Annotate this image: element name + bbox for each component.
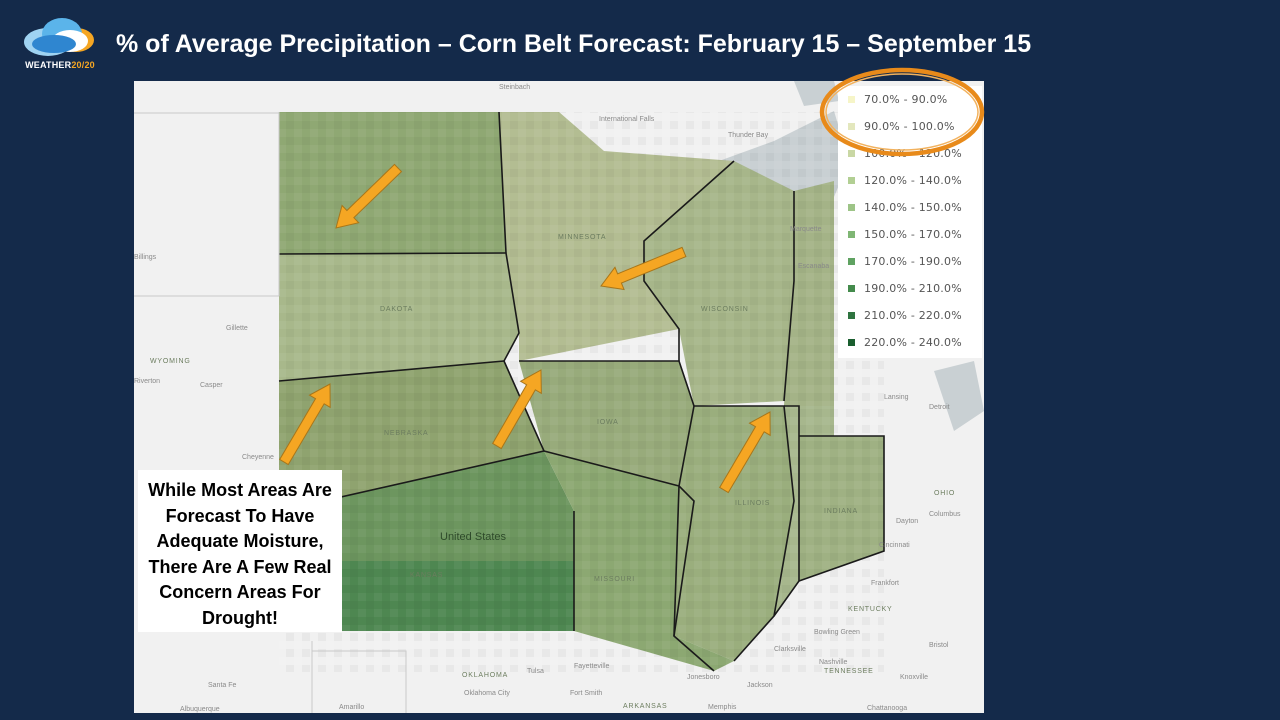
place-international-falls: International Falls: [599, 116, 655, 123]
place-riverton: Riverton: [134, 378, 160, 385]
header: WEATHER20/20 % of Average Precipitation …: [0, 0, 1280, 80]
place-knoxville: Knoxville: [900, 674, 928, 681]
place-jackson: Jackson: [747, 682, 773, 689]
legend-label: 140.0% - 150.0%: [864, 201, 962, 214]
state-label-wisconsin: WISCONSIN: [701, 306, 749, 313]
page-title: % of Average Precipitation – Corn Belt F…: [116, 30, 1032, 58]
legend-item: 190.0% - 210.0%: [838, 275, 982, 302]
state-label-minnesota: MINNESOTA: [558, 234, 606, 241]
legend-label: 120.0% - 140.0%: [864, 174, 962, 187]
weather-2020-logo: WEATHER20/20: [18, 14, 102, 70]
legend-swatch: [848, 339, 855, 346]
place-lansing: Lansing: [884, 394, 909, 401]
state-labels: WYOMING NEBRASKA IOWA ILLINOIS OHIO INDI…: [150, 234, 955, 710]
state-label-missouri: MISSOURI: [594, 576, 635, 583]
legend-item: 90.0% - 100.0%: [838, 113, 982, 140]
logo-text: WEATHER20/20: [25, 60, 95, 70]
place-santa-fe: Santa Fe: [208, 682, 237, 689]
place-gillette: Gillette: [226, 325, 248, 332]
legend-item: 220.0% - 240.0%: [838, 329, 982, 356]
place-bristol: Bristol: [929, 642, 949, 649]
state-label-illinois: ILLINOIS: [735, 500, 770, 507]
state-label-iowa: IOWA: [597, 419, 619, 426]
place-detroit: Detroit: [929, 404, 950, 411]
place-cincinnati: Cincinnati: [879, 542, 910, 549]
state-label-nebraska: NEBRASKA: [384, 430, 429, 437]
legend-swatch: [848, 123, 855, 130]
place-fayetteville: Fayetteville: [574, 663, 610, 670]
legend-label: 210.0% - 220.0%: [864, 309, 962, 322]
legend-item: 140.0% - 150.0%: [838, 194, 982, 221]
cloud-icon: [24, 18, 94, 56]
legend-swatch: [848, 204, 855, 211]
legend-swatch: [848, 96, 855, 103]
legend-item: 210.0% - 220.0%: [838, 302, 982, 329]
place-fort-smith: Fort Smith: [570, 690, 602, 697]
state-label-kansas: KANSAS: [410, 572, 443, 579]
place-jonesboro: Jonesboro: [687, 674, 720, 681]
legend-item: 120.0% - 140.0%: [838, 167, 982, 194]
legend-swatch: [848, 231, 855, 238]
state-label-oklahoma: OKLAHOMA: [462, 672, 508, 679]
state-label-indiana: INDIANA: [824, 508, 858, 515]
legend-item: 70.0% - 90.0%: [838, 86, 982, 113]
legend-item: 150.0% - 170.0%: [838, 221, 982, 248]
place-columbus: Columbus: [929, 511, 961, 518]
legend-label: 150.0% - 170.0%: [864, 228, 962, 241]
place-frankfort: Frankfort: [871, 580, 899, 587]
drought-callout: While Most Areas Are Forecast To Have Ad…: [138, 470, 342, 632]
place-clarksville: Clarksville: [774, 646, 806, 653]
lake-nipigon: [794, 81, 839, 106]
legend-swatch: [848, 177, 855, 184]
place-escanaba: Escanaba: [798, 263, 829, 270]
place-dayton: Dayton: [896, 518, 918, 525]
place-memphis: Memphis: [708, 704, 737, 711]
legend-swatch: [848, 312, 855, 319]
legend-swatch: [848, 150, 855, 157]
state-label-ohio: OHIO: [934, 490, 955, 497]
place-nashville: Nashville: [819, 659, 848, 666]
legend-label: 170.0% - 190.0%: [864, 255, 962, 268]
state-label-tennessee: TENNESSEE: [824, 668, 874, 675]
legend-label: 90.0% - 100.0%: [864, 120, 955, 133]
lake-erie: [934, 361, 984, 431]
place-marquette: Marquette: [790, 226, 822, 233]
legend-label: 220.0% - 240.0%: [864, 336, 962, 349]
place-chattanooga: Chattanooga: [867, 705, 907, 712]
place-billings: Billings: [134, 254, 157, 261]
state-label-arkansas: ARKANSAS: [623, 703, 668, 710]
country-label: United States: [440, 531, 507, 543]
state-label-wyoming: WYOMING: [150, 358, 191, 365]
legend-item: 170.0% - 190.0%: [838, 248, 982, 275]
place-bowling-green: Bowling Green: [814, 629, 860, 636]
state-label-dakota: DAKOTA: [380, 306, 413, 313]
legend-swatch: [848, 258, 855, 265]
place-casper: Casper: [200, 382, 223, 389]
legend-label: 100.0% - 120.0%: [864, 147, 962, 160]
place-labels: Steinbach International Falls Thunder Ba…: [134, 84, 961, 713]
legend-item: 100.0% - 120.0%: [838, 140, 982, 167]
place-cheyenne: Cheyenne: [242, 454, 274, 461]
map-legend: 70.0% - 90.0% 90.0% - 100.0% 100.0% - 12…: [838, 86, 982, 358]
place-amarillo: Amarillo: [339, 704, 364, 711]
place-thunder-bay: Thunder Bay: [728, 132, 769, 139]
place-steinbach: Steinbach: [499, 84, 530, 91]
legend-label: 190.0% - 210.0%: [864, 282, 962, 295]
place-tulsa: Tulsa: [527, 668, 544, 675]
place-oklahoma-city: Oklahoma City: [464, 690, 510, 697]
place-albuquerque: Albuquerque: [180, 706, 220, 713]
neighbor-borders: [134, 112, 407, 713]
legend-label: 70.0% - 90.0%: [864, 93, 948, 106]
legend-swatch: [848, 285, 855, 292]
state-label-kentucky: KENTUCKY: [848, 606, 893, 613]
